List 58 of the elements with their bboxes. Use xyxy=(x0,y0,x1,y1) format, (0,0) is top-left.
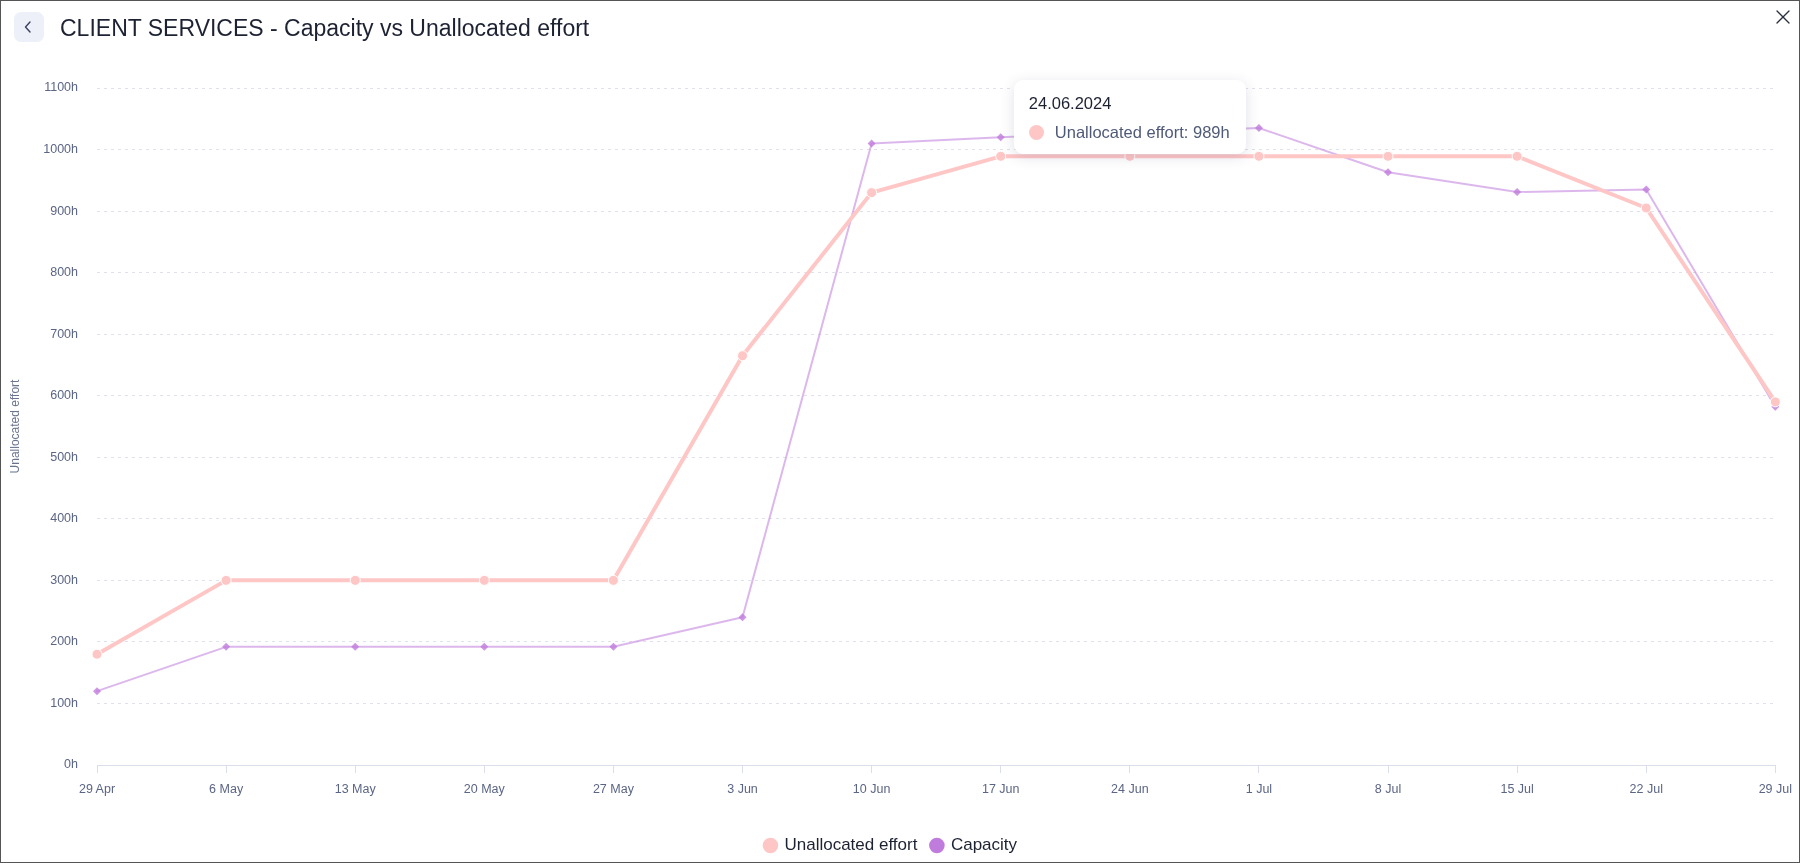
x-tick-label: 10 Jun xyxy=(852,781,891,796)
x-tick-label: 24 Jun xyxy=(1111,781,1149,796)
y-tick-label: 900h xyxy=(50,203,79,218)
point xyxy=(737,350,749,362)
point xyxy=(867,139,876,148)
point xyxy=(222,642,231,651)
point xyxy=(996,133,1005,142)
tooltip: 24.06.2024 Unallocated effort: 989h xyxy=(1013,80,1246,155)
x-tick-label: 8 Jul xyxy=(1374,781,1402,796)
point xyxy=(607,574,619,586)
point xyxy=(1769,396,1781,408)
point xyxy=(1513,188,1522,197)
point xyxy=(609,642,618,651)
x-tick-label: 13 May xyxy=(334,781,377,796)
y-tick-label: 200h xyxy=(50,634,79,649)
x-tick-label: 15 Jul xyxy=(1500,781,1534,796)
chart-title: CLIENT SERVICES - Capacity vs Unallocated effort xyxy=(60,14,590,43)
x-tick-label: 29 Apr xyxy=(78,781,116,796)
x-tick-label: 27 May xyxy=(592,781,635,796)
y-tick-label: 100h xyxy=(50,695,79,710)
y-tick-label: 1100h xyxy=(44,80,79,95)
y-tick-label: 500h xyxy=(50,449,79,464)
point xyxy=(866,187,878,199)
point xyxy=(1254,124,1263,133)
y-tick-label: 300h xyxy=(50,572,79,587)
x-tick-label: 1 Jul xyxy=(1245,781,1273,796)
point xyxy=(91,648,103,660)
x-tick-label: 20 May xyxy=(463,781,506,796)
annotation: Unallocated effort: 989h xyxy=(1054,122,1230,143)
point xyxy=(351,642,360,651)
y-tick-label: 600h xyxy=(50,388,79,403)
point xyxy=(995,150,1007,162)
point xyxy=(1384,168,1393,177)
point xyxy=(1642,185,1651,194)
y-tick-label: 800h xyxy=(50,265,79,280)
legend-label: Capacity xyxy=(950,835,1018,855)
x-tick-label: 29 Jul xyxy=(1758,781,1792,796)
x-tick-label: 3 Jun xyxy=(727,781,758,796)
point xyxy=(478,574,490,586)
x-tick-label: 6 May xyxy=(209,781,244,796)
y-axis-title: Unallocated effort xyxy=(7,378,22,474)
y-tick-label: 700h xyxy=(50,326,79,341)
point xyxy=(349,574,361,586)
point xyxy=(1382,150,1394,162)
point xyxy=(480,642,489,651)
y-tick-label: 0h xyxy=(64,757,79,772)
annotation: 24.06.2024 xyxy=(1028,94,1112,113)
point xyxy=(738,613,747,622)
x-tick-label: 22 Jul xyxy=(1629,781,1663,796)
point xyxy=(93,687,101,696)
point xyxy=(1511,150,1523,162)
y-tick-label: 400h xyxy=(50,511,79,526)
point xyxy=(220,574,232,586)
legend-label: Unallocated effort xyxy=(784,835,918,855)
y-tick-label: 1000h xyxy=(43,142,79,156)
x-tick-label: 17 Jun xyxy=(981,781,1020,796)
point xyxy=(1253,150,1265,162)
point xyxy=(1640,202,1652,214)
